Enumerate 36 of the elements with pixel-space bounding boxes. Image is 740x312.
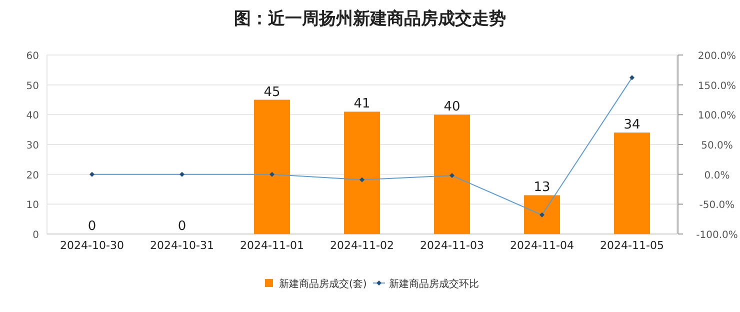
y-tick-label: 30 [26, 140, 39, 152]
bar [344, 112, 380, 234]
bar [254, 100, 290, 234]
bar [524, 195, 560, 234]
y-tick-label: 50 [26, 80, 39, 92]
y-tick-label: 0 [32, 230, 39, 241]
y2-tick-label: 0.0% [704, 170, 730, 182]
y-tick-label: 60 [26, 51, 39, 62]
legend-label: 新建商品房成交(套) [279, 278, 367, 290]
y2-tick-label: -50.0% [699, 200, 735, 212]
y2-tick-label: 50.0% [701, 140, 733, 152]
y2-tick-label: 150.0% [698, 80, 736, 92]
y-tick-label: 20 [26, 170, 39, 182]
chart-title: 图：近一周扬州新建商品房成交走势 [234, 9, 506, 29]
y-tick-label: 40 [26, 110, 39, 122]
x-tick-label: 2024-11-02 [330, 239, 394, 252]
x-tick-label: 2024-10-30 [60, 239, 124, 252]
y2-tick-label: -100.0% [696, 230, 738, 241]
data-label: 0 [88, 219, 96, 234]
y2-tick-label: 200.0% [698, 51, 736, 62]
x-tick-label: 2024-11-05 [600, 239, 664, 252]
bar [434, 114, 470, 234]
data-label: 34 [624, 118, 640, 133]
x-tick-label: 2024-10-31 [150, 239, 214, 252]
data-label: 40 [444, 100, 460, 115]
y-tick-label: 10 [26, 200, 39, 212]
x-tick-label: 2024-11-04 [510, 239, 574, 252]
legend-label: 新建商品房成交环比 [389, 278, 479, 290]
bar [614, 132, 650, 234]
y2-tick-label: 100.0% [698, 110, 736, 122]
data-label: 41 [354, 96, 370, 112]
data-label: 13 [534, 180, 550, 196]
data-label: 0 [178, 219, 186, 234]
x-tick-label: 2024-11-03 [420, 239, 484, 252]
data-label: 45 [264, 84, 280, 100]
x-tick-label: 2024-11-01 [240, 239, 304, 252]
